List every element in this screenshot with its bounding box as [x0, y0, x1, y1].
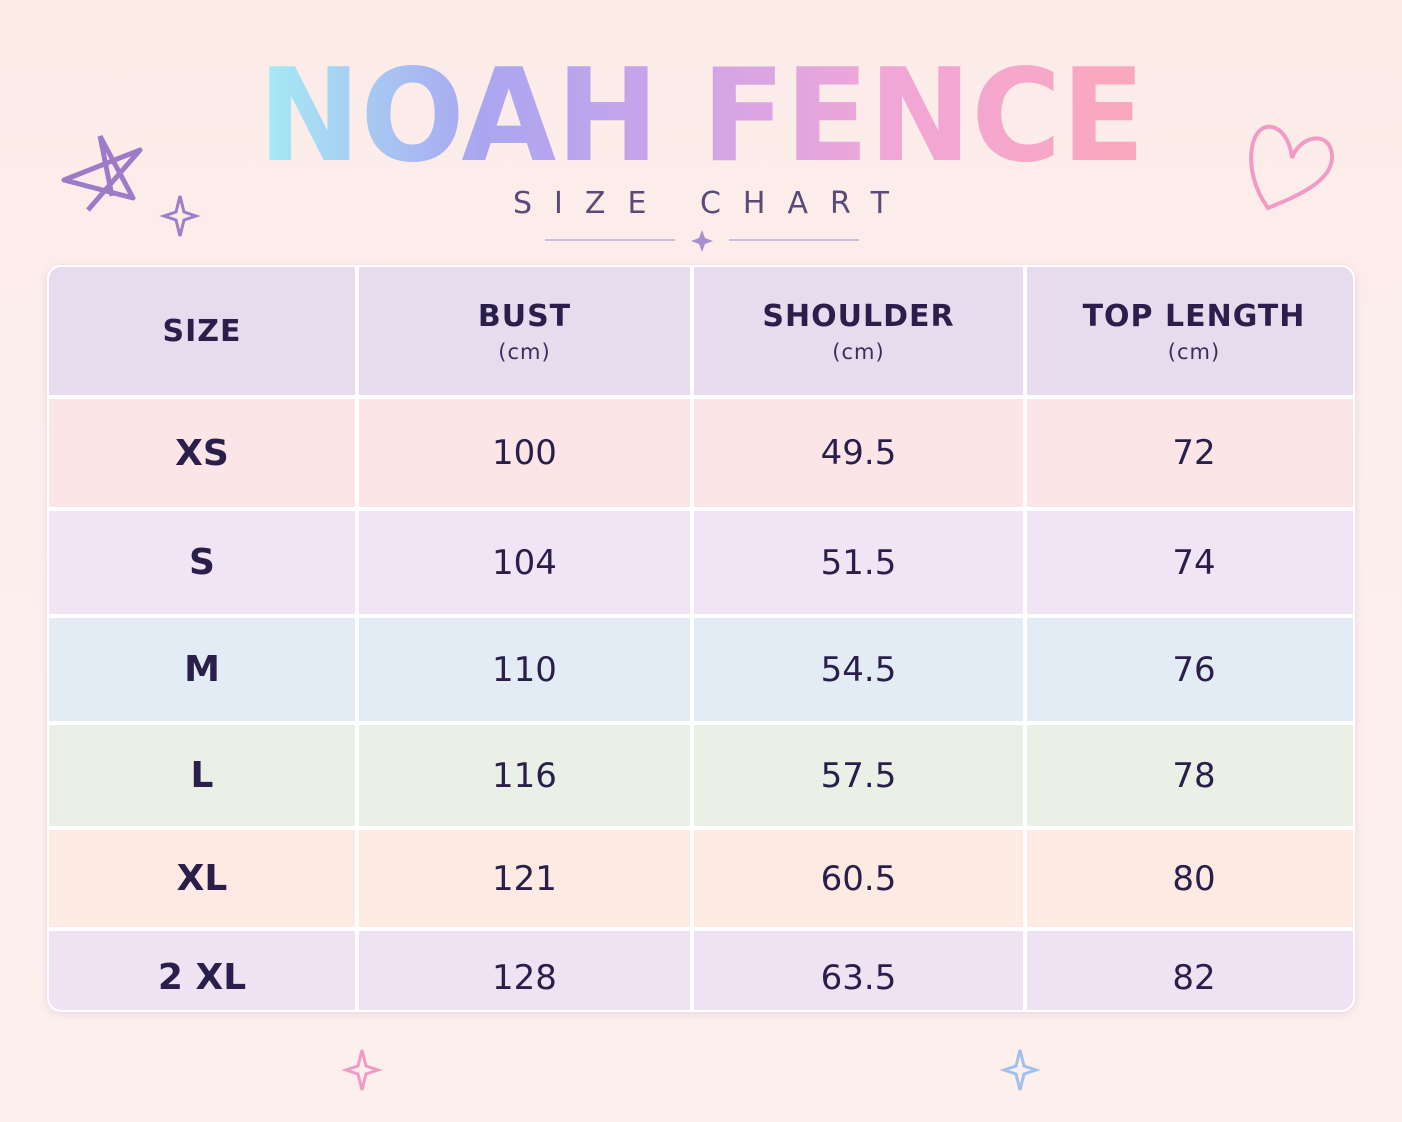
value-cell: 104	[359, 511, 690, 614]
value-cell: 60.5	[694, 830, 1023, 927]
sparkle	[691, 230, 713, 252]
value-cell: 116	[359, 725, 690, 826]
header-cell: SIZE	[49, 267, 355, 395]
size-table: SIZE BUST (cm) SHOULDER (cm) TOP LENGTH (cm) XS…	[47, 265, 1355, 1012]
value-cell: 100	[359, 399, 690, 507]
header-cell: TOP LENGTH (cm)	[1027, 267, 1353, 395]
header-cell: BUST (cm)	[359, 267, 690, 395]
size-cell: L	[49, 725, 355, 826]
size-cell: 2 XL	[49, 931, 355, 1010]
header-unit: (cm)	[498, 339, 551, 364]
value-cell: 51.5	[694, 511, 1023, 614]
heart-doodle	[1249, 124, 1335, 211]
value-cell: 128	[359, 931, 690, 1010]
value-cell: 72	[1027, 399, 1353, 507]
size-cell: XL	[49, 830, 355, 927]
value-cell: 82	[1027, 931, 1353, 1010]
header-label: SIZE	[162, 313, 242, 349]
header-label: TOP LENGTH	[1082, 298, 1306, 334]
value-cell: 49.5	[694, 399, 1023, 507]
header-unit: (cm)	[1167, 339, 1221, 364]
sparkle	[999, 1049, 1041, 1091]
header-label: BUST	[477, 298, 572, 334]
header-cell: SHOULDER (cm)	[694, 267, 1023, 395]
value-cell: 76	[1027, 618, 1353, 721]
value-cell: 121	[359, 830, 690, 927]
header-label: SHOULDER	[762, 298, 955, 334]
header-unit: (cm)	[832, 339, 885, 364]
subtitle: SIZE CHART	[513, 186, 911, 221]
sparkle	[341, 1049, 383, 1091]
value-cell: 63.5	[694, 931, 1023, 1010]
value-cell: 80	[1027, 830, 1353, 927]
value-cell: 78	[1027, 725, 1353, 826]
value-cell: 74	[1027, 511, 1353, 614]
size-cell: XS	[49, 399, 355, 507]
value-cell: 54.5	[694, 618, 1023, 721]
size-cell: M	[49, 618, 355, 721]
sparkle	[159, 195, 201, 237]
star-doodle	[61, 134, 143, 212]
title: NOAH FENCE	[258, 42, 1145, 191]
size-cell: S	[49, 511, 355, 614]
value-cell: 110	[359, 618, 690, 721]
value-cell: 57.5	[694, 725, 1023, 826]
